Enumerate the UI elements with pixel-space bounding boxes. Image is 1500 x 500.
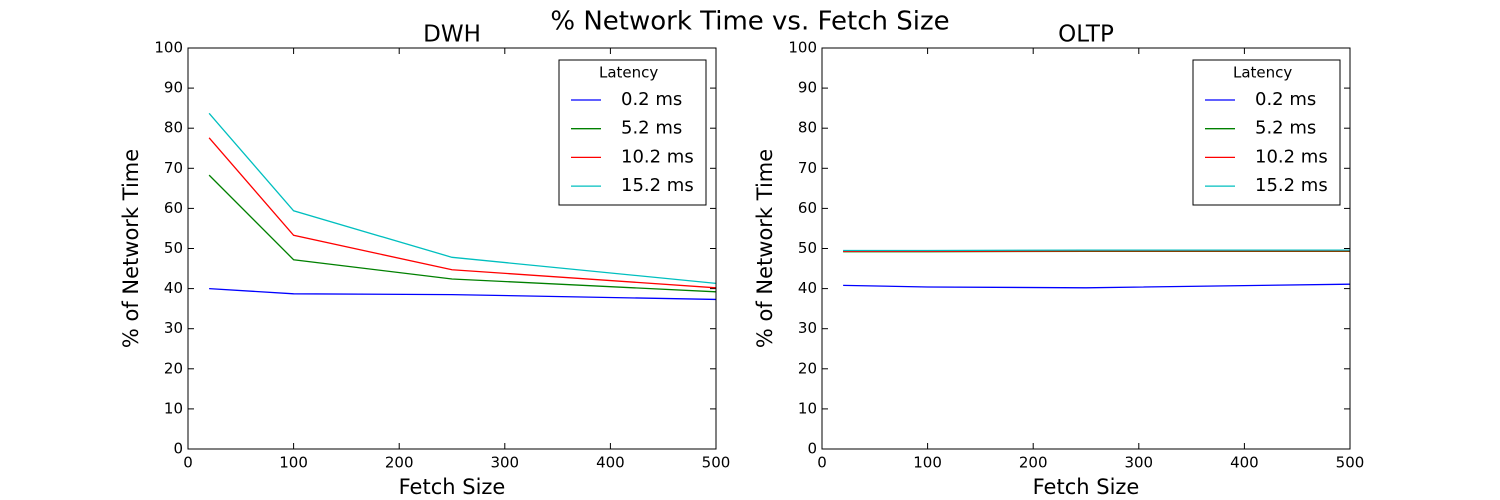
y-tick-label: 60 — [798, 199, 817, 217]
x-tick-label: 0 — [817, 454, 827, 472]
series-line — [208, 137, 717, 289]
x-tick-label: 500 — [702, 454, 731, 472]
y-tick-label: 90 — [164, 79, 183, 97]
x-axis-label: Fetch Size — [1033, 475, 1140, 499]
series-line — [208, 174, 717, 293]
legend-label: 0.2 ms — [621, 89, 682, 110]
figure-title: % Network Time vs. Fetch Size — [550, 7, 949, 37]
y-tick-label: 30 — [164, 319, 183, 337]
y-tick-label: 40 — [798, 279, 817, 297]
x-tick-label: 400 — [596, 454, 625, 472]
y-tick-label: 0 — [173, 440, 183, 458]
legend-box — [1192, 59, 1341, 206]
y-tick-label: 50 — [798, 239, 817, 257]
y-axis-label: % of Network Time — [119, 149, 143, 348]
y-tick-label: 100 — [788, 39, 817, 57]
plot-frame — [821, 47, 1351, 450]
series-line — [208, 112, 717, 285]
x-tick-label: 500 — [1336, 454, 1365, 472]
x-tick-label: 100 — [913, 454, 942, 472]
y-tick-label: 80 — [164, 119, 183, 137]
y-tick-label: 20 — [798, 359, 817, 377]
plot-frame — [187, 47, 717, 450]
y-tick-label: 100 — [154, 39, 183, 57]
legend-title: Latency — [1233, 64, 1292, 82]
y-tick-label: 60 — [164, 199, 183, 217]
y-tick-label: 80 — [798, 119, 817, 137]
y-tick-label: 40 — [164, 279, 183, 297]
y-tick-label: 0 — [807, 440, 817, 458]
x-tick-label: 300 — [1124, 454, 1153, 472]
y-tick-label: 20 — [164, 359, 183, 377]
x-tick-label: 400 — [1230, 454, 1259, 472]
x-tick-label: 300 — [490, 454, 519, 472]
legend-label: 15.2 ms — [621, 175, 694, 196]
legend-label: 0.2 ms — [1255, 89, 1316, 110]
legend-label: 10.2 ms — [1255, 146, 1328, 167]
legend-title: Latency — [599, 64, 658, 82]
legend-label: 5.2 ms — [621, 118, 682, 139]
series-line — [843, 283, 1351, 289]
x-tick-label: 100 — [279, 454, 308, 472]
x-tick-label: 0 — [183, 454, 193, 472]
y-tick-label: 30 — [798, 319, 817, 337]
series-line — [209, 287, 717, 301]
legend-box — [558, 59, 707, 206]
y-tick-label: 90 — [798, 79, 817, 97]
x-tick-label: 200 — [385, 454, 414, 472]
subplot-title: DWH — [423, 22, 481, 48]
legend-label: 5.2 ms — [1255, 118, 1316, 139]
y-tick-label: 10 — [798, 399, 817, 417]
x-axis-label: Fetch Size — [399, 475, 506, 499]
x-tick-label: 200 — [1019, 454, 1048, 472]
y-tick-label: 10 — [164, 399, 183, 417]
y-axis-label: % of Network Time — [753, 149, 777, 348]
y-tick-label: 70 — [798, 159, 817, 177]
subplot-title: OLTP — [1058, 22, 1114, 48]
y-tick-label: 50 — [164, 239, 183, 257]
legend-label: 10.2 ms — [621, 146, 694, 167]
legend-label: 15.2 ms — [1255, 175, 1328, 196]
y-tick-label: 70 — [164, 159, 183, 177]
